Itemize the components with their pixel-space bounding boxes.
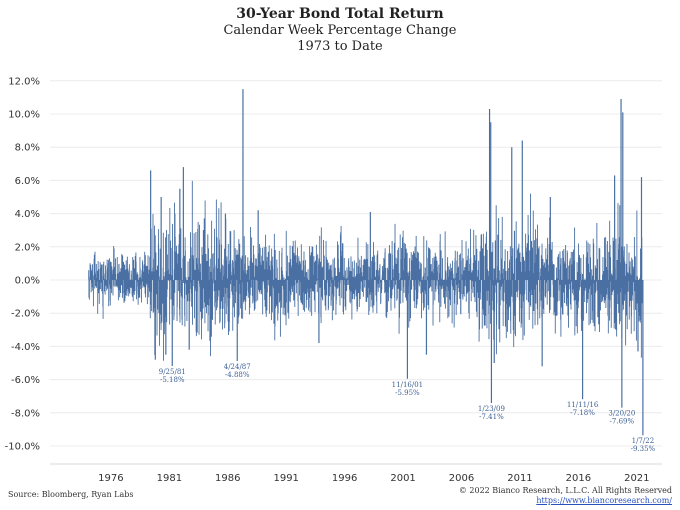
annotation-date: 1/23/09 (478, 405, 505, 413)
chart-subtitle: Calendar Week Percentage Change (223, 23, 457, 38)
annotation-value: -5.18% (160, 376, 185, 384)
source-note: Source: Bloomberg, Ryan Labs (8, 490, 134, 499)
y-tick-label: 8.0% (15, 143, 40, 154)
chart-title-block: 30-Year Bond Total Return Calendar Week … (0, 6, 680, 55)
y-tick-label: 12.0% (8, 76, 40, 87)
annotation-value: -7.41% (479, 413, 504, 421)
y-tick-label: -4.0% (11, 342, 40, 353)
y-tick-label: 4.0% (15, 209, 40, 220)
annotation-date: 3/20/20 (608, 410, 635, 418)
chart-period: 1973 to Date (297, 39, 383, 54)
x-tick-label: 2016 (566, 473, 591, 484)
x-tick-label: 1991 (273, 473, 298, 484)
x-tick-label: 2021 (624, 473, 649, 484)
y-tick-label: -8.0% (11, 408, 40, 419)
y-axis: -10.0% -8.0% -6.0% -4.0% -2.0% 0.0% 2.0% 4.0% 6.… (5, 76, 40, 452)
x-tick-label: 1996 (332, 473, 357, 484)
annotations: 9/25/81-5.18% 4/24/87-4.88% 11/16/01-5.95%… (159, 363, 656, 453)
annotation-date: 11/11/16 (567, 401, 599, 409)
copyright-text: © 2022 Bianco Research, L.L.C. All Right… (458, 486, 672, 495)
chart-title: 30-Year Bond Total Return (236, 6, 444, 22)
y-tick-label: -2.0% (11, 309, 40, 320)
annotation-value: -5.95% (395, 389, 420, 397)
x-tick-label: 1986 (215, 473, 240, 484)
annotation-value: -7.69% (610, 418, 635, 426)
y-tick-label: 0.0% (15, 276, 40, 287)
annotation-date: 4/24/87 (224, 363, 251, 371)
x-axis: 1976 1981 1986 1991 1996 2001 2006 2011 2016 2021 (50, 463, 662, 484)
y-tick-label: 6.0% (15, 176, 40, 187)
annotation-value: -9.35% (631, 445, 656, 453)
y-tick-label: 2.0% (15, 242, 40, 253)
x-tick-label: 2001 (390, 473, 415, 484)
x-tick-label: 1981 (157, 473, 182, 484)
annotation-date: 1/7/22 (632, 437, 655, 445)
annotation-value: -4.88% (225, 371, 250, 379)
x-tick-label: 2011 (507, 473, 532, 484)
y-tick-label: 10.0% (8, 110, 40, 121)
annotation-date: 11/16/01 (392, 381, 423, 389)
x-tick-label: 2006 (449, 473, 474, 484)
annotation-date: 9/25/81 (159, 368, 186, 376)
copyright-block: © 2022 Bianco Research, L.L.C. All Right… (459, 486, 672, 506)
y-tick-label: -10.0% (5, 442, 40, 453)
weekly-return-series (88, 89, 644, 436)
y-tick-label: -6.0% (11, 375, 40, 386)
annotation-value: -7.18% (570, 409, 595, 417)
x-tick-label: 1976 (98, 473, 123, 484)
weekly-return-bars (88, 180, 643, 361)
website-link[interactable]: https://www.biancoresearch.com/ (536, 496, 672, 505)
